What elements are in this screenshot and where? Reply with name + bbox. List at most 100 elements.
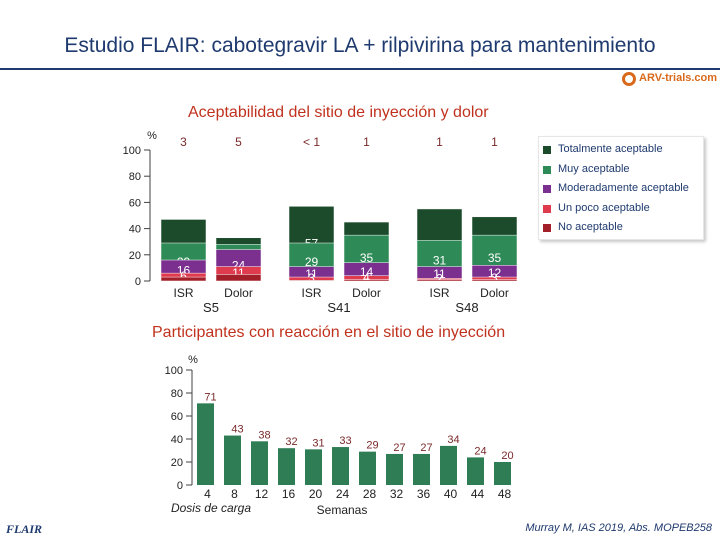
x-tick-label: ISR [301,286,321,300]
y-tick-label: 20 [129,250,141,262]
x-axis-label: Semanas [317,503,368,517]
citation: Murray M, IAS 2019, Abs. MOPEB258 [525,522,712,534]
bar-value-label: 20 [501,450,513,462]
bar-value-label: 34 [447,434,459,446]
y-tick-label: 60 [129,197,141,209]
y-tick-label: 80 [129,171,141,183]
x-tick-label: 16 [282,487,296,501]
bar-value-label: 29 [366,440,378,452]
group-label: S41 [327,300,350,315]
acceptability-chart: 020406080100%47291663ISR332824115Dolor57… [123,130,518,315]
y-axis-label: % [147,130,157,142]
bar-value-label: 71 [204,391,216,403]
x-tick-label: 36 [417,487,431,501]
bar-value-label: 3 [491,271,498,285]
bar [224,435,241,485]
y-tick-label: 0 [135,276,141,288]
bar-value-label: 38 [258,429,270,441]
y-tick-label: 0 [177,480,183,492]
bar-value-label: 27 [420,442,432,454]
bar [197,403,214,485]
x-tick-label: 4 [204,487,211,501]
bar [332,447,349,485]
legend-label: Moderadamente aceptable [558,182,689,194]
bar-value-label: < 1 [303,135,320,149]
bar-segment [288,280,335,282]
y-tick-label: 40 [171,434,183,446]
y-axis-label: % [188,354,198,366]
bar-value-label: 31 [312,437,324,449]
legend-swatch [543,224,551,232]
y-tick-label: 100 [165,365,183,377]
bar-value-label: 1 [436,135,443,149]
bar-value-label: 27 [393,442,405,454]
x-tick-label: 48 [498,487,512,501]
x-tick-label: Dolor [224,286,253,300]
bar-value-label: 31 [433,254,447,268]
bar [359,451,376,485]
bar [251,441,268,485]
x-tick-label: 40 [444,487,458,501]
bar [440,445,457,485]
bar-value-label: 14 [360,265,374,279]
bar-value-label: 5 [235,135,242,149]
x-tick-label: 24 [336,487,350,501]
legend-label: No aceptable [558,221,623,233]
y-tick-label: 60 [171,411,183,423]
legend-label: Un poco aceptable [558,201,650,214]
group-label: S5 [203,300,219,315]
logo-circle-icon [622,72,636,86]
legend-label: Muy aceptable [558,162,630,175]
bar-value-label: 11 [433,267,446,281]
bar-value-label: 6 [180,269,187,283]
injection-reaction-chart: 0 20 40 60 80 100% 71 4 43 8 38 12 32 16 31 20 33 24 29 28 2… [165,354,514,517]
y-tick-label: 40 [129,224,141,236]
bar [305,449,322,485]
x-tick-label: 20 [309,487,323,501]
bar-value-label: 2 [436,272,443,286]
bar-value-label: 4 [363,270,370,284]
y-tick-label: 20 [171,457,183,469]
x-tick-label: 8 [231,487,238,501]
bar-value-label: 12 [488,266,502,280]
group-label: S48 [455,300,478,315]
bar-segment [416,279,463,282]
study-tag: FLAIR [6,522,43,536]
x-tick-label: Dolor [480,286,509,300]
x-tick-label: 28 [363,487,377,501]
y-tick-label: 100 [123,145,141,157]
x-tick-label: 44 [471,487,485,501]
bar [413,453,430,485]
bar-value-label: 32 [285,436,297,448]
legend-swatch [543,204,551,213]
bar-segment [343,279,390,282]
legend-swatch [543,165,551,174]
bar-value-label: 24 [474,445,486,457]
chart1-title: Aceptabilidad del sitio de inyección y d… [188,104,489,121]
bar-value-label: 29 [305,255,319,269]
chart1-legend: Totalmente aceptable Muy aceptable Moderad… [538,136,704,240]
loading-dose-label: Dosis de carga [171,501,251,515]
legend-swatch [543,185,551,193]
bar-value-label: 1 [363,135,370,149]
bar [386,453,403,485]
bar [278,448,295,485]
title-divider [0,68,720,70]
arv-trials-logo: ARV-trials.com [622,70,718,92]
legend-label: Totalmente aceptable [558,143,663,155]
bar-segment [471,279,518,282]
x-tick-label: 12 [255,487,269,501]
chart2-title: Participantes con reacción en el sitio d… [152,324,506,341]
bar-value-label: 1 [491,135,498,149]
bar-segment [215,274,262,282]
logo-text: ARV-trials.com [639,72,718,84]
x-tick-label: ISR [173,286,193,300]
bar [494,462,511,485]
y-tick-label: 80 [171,388,183,400]
x-tick-label: 32 [390,487,404,501]
legend-swatch [543,146,551,154]
bar-value-label: 33 [339,435,351,447]
bar-value-label: 3 [180,135,187,149]
x-tick-label: ISR [429,286,449,300]
